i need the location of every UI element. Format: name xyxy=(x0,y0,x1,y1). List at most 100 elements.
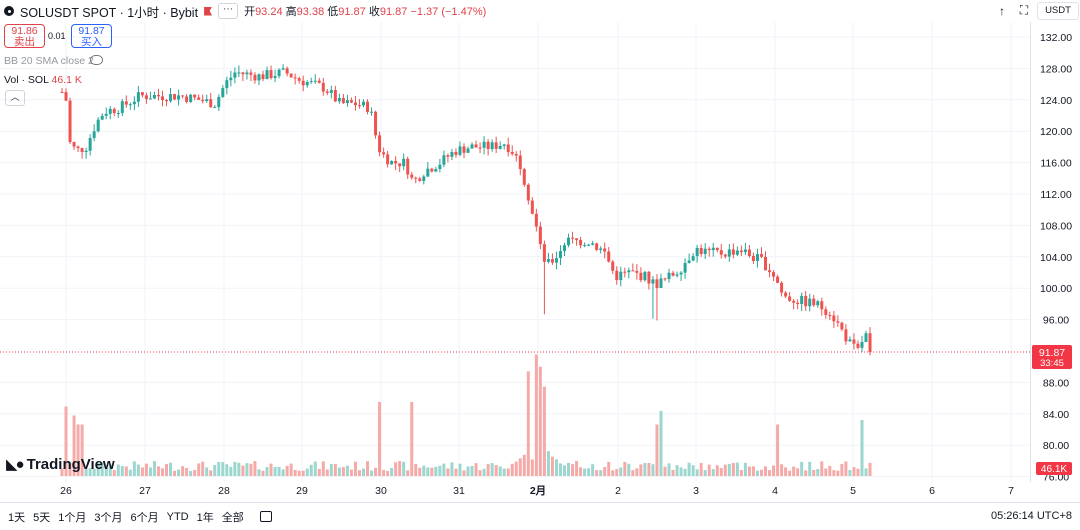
candle-body xyxy=(450,151,454,157)
symbol-title[interactable]: SOLUSDT SPOT · 1小时 · Bybit xyxy=(20,5,199,20)
close-label: 收 xyxy=(368,6,380,18)
volume-bar xyxy=(217,461,221,476)
volume-bar xyxy=(96,463,100,476)
volume-bar xyxy=(273,467,277,476)
candle-body xyxy=(655,279,659,288)
range-1d-button[interactable]: 1天 xyxy=(8,511,26,524)
candle-body xyxy=(378,135,382,153)
candle-body xyxy=(237,72,241,74)
volume-bar xyxy=(832,470,836,476)
candle-body xyxy=(112,108,116,114)
high-value: 93.38 xyxy=(296,6,325,18)
volume-bar xyxy=(313,461,317,476)
chart-header: SOLUSDT SPOT · 1小时 · Bybit ⋯ 开93.24 高93.… xyxy=(0,0,1030,22)
volume-bar xyxy=(402,461,406,476)
time-readout[interactable]: 05:26:14 UTC+8 xyxy=(990,510,1072,522)
volume-bar xyxy=(639,464,643,476)
price-tick-label: 124.00 xyxy=(1040,95,1072,107)
candle-body xyxy=(804,295,808,307)
volume-bar xyxy=(289,463,293,476)
volume-bar xyxy=(80,424,84,476)
volume-bar xyxy=(563,465,566,476)
range-1y-button[interactable]: 1年 xyxy=(196,511,214,524)
range-3m-button[interactable]: 3个月 xyxy=(94,511,123,524)
volume-bar xyxy=(663,466,667,476)
volume-bar xyxy=(530,459,534,476)
volume-bar xyxy=(345,465,349,476)
range-1m-button[interactable]: 1个月 xyxy=(58,511,87,524)
range-ytd-button[interactable]: YTD xyxy=(166,510,189,523)
candle-body xyxy=(233,72,237,78)
arrow-up-icon[interactable]: ↑ xyxy=(999,4,1005,18)
volume-bar xyxy=(494,465,498,476)
currency-selector[interactable]: USDT xyxy=(1037,2,1079,20)
candle-body xyxy=(217,96,221,108)
eye-hidden-icon[interactable] xyxy=(90,55,103,65)
time-tick-label: 6 xyxy=(929,485,935,497)
candle-body xyxy=(667,272,671,280)
candle-body xyxy=(241,72,245,75)
candle-body xyxy=(402,158,406,167)
volume-bar xyxy=(731,463,735,476)
volume-bar xyxy=(723,464,727,476)
candle-body xyxy=(341,98,345,104)
volume-bar xyxy=(675,465,679,476)
candle-body xyxy=(185,96,189,102)
volume-bar xyxy=(132,461,136,476)
bollinger-indicator-label[interactable]: BB 20 SMA close 2 xyxy=(4,55,94,67)
volume-bar xyxy=(695,469,699,476)
candle-body xyxy=(739,250,743,253)
volume-bar xyxy=(161,468,164,476)
calendar-icon[interactable] xyxy=(259,511,272,522)
candle-body xyxy=(820,301,824,310)
candle-body xyxy=(438,164,442,170)
volume-bar xyxy=(546,451,550,476)
candle-body xyxy=(84,150,88,152)
volume-bar xyxy=(667,463,671,476)
range-6m-button[interactable]: 6个月 xyxy=(130,511,159,524)
change-value: −1.37 (−1.47%) xyxy=(410,6,487,18)
candle-body xyxy=(148,98,152,100)
volume-bar xyxy=(579,467,583,476)
tradingview-logo-text: TradingView xyxy=(26,455,115,473)
price-tick-label: 132.00 xyxy=(1040,32,1072,44)
candle-body xyxy=(571,237,575,239)
volume-bar xyxy=(177,469,181,476)
price-chart[interactable]: 132.00 128.00 124.00 120.00 116.00 112.00 108.… xyxy=(0,0,1080,503)
volume-bar xyxy=(538,366,542,476)
candle-body xyxy=(663,278,667,280)
candle-body xyxy=(800,295,804,305)
candle-body xyxy=(755,254,759,261)
volume-bar xyxy=(751,466,755,476)
volume-bar xyxy=(229,466,233,476)
volume-bar xyxy=(502,468,506,476)
flag-icon[interactable] xyxy=(204,6,213,16)
buy-button[interactable]: 91.87 买入 xyxy=(71,24,112,48)
range-all-button[interactable]: 全部 xyxy=(221,511,244,524)
candle-body xyxy=(88,138,92,151)
candle-body xyxy=(297,78,301,81)
more-options-button[interactable]: ⋯ xyxy=(218,3,239,19)
volume-bar xyxy=(583,468,587,476)
candle-body xyxy=(639,272,643,281)
collapse-legend-button[interactable]: ︿ xyxy=(5,90,25,106)
range-5d-button[interactable]: 5天 xyxy=(33,511,51,524)
volume-bar xyxy=(357,470,361,476)
volume-bar xyxy=(124,466,128,476)
volume-indicator-label[interactable]: Vol · SOL 46.1 K xyxy=(4,74,82,86)
candle-body xyxy=(245,72,249,75)
candle-body xyxy=(611,261,615,271)
volume-bar xyxy=(607,461,611,476)
price-tick-label: 112.00 xyxy=(1040,189,1071,201)
candle-body xyxy=(703,248,707,255)
candle-body xyxy=(321,82,325,92)
fullscreen-icon[interactable]: ⛶ xyxy=(1019,3,1029,17)
candle-body xyxy=(651,279,655,284)
candle-body xyxy=(615,270,619,281)
tradingview-logo[interactable]: ◣● TradingView xyxy=(6,455,115,474)
candle-body xyxy=(679,272,683,275)
candle-body xyxy=(623,271,627,273)
volume-bar xyxy=(542,386,546,476)
candle-body xyxy=(579,240,583,246)
sell-button[interactable]: 91.86 卖出 xyxy=(4,24,45,48)
